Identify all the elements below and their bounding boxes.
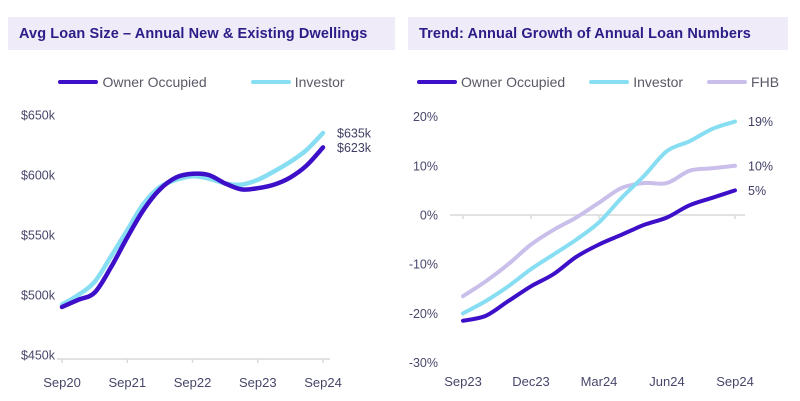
right-chart-end-label-investor: 19% — [748, 115, 773, 129]
right-chart-legend-label: Investor — [633, 74, 684, 90]
right-chart-y-tick-label: 0% — [420, 209, 438, 223]
right-chart-legend-item-investor: Investor — [589, 74, 683, 90]
right-chart-legend-swatch-investor — [589, 79, 630, 85]
right-chart-legend-label: Owner Occupied — [460, 74, 566, 90]
left-chart-legend-item-owner-occupied: Owner Occupied — [58, 74, 207, 90]
left-chart-x-tick-label: Sep24 — [304, 375, 342, 390]
right-chart-x-tick-label: Sep23 — [444, 374, 482, 389]
right-chart-y-tick-label: 10% — [413, 159, 438, 173]
right-chart-series-line-owner-occupied — [461, 188, 737, 323]
left-chart-legend-label: Owner Occupied — [102, 74, 207, 90]
left-chart-legend-swatch-owner-occupied — [58, 79, 99, 85]
left-chart-x-tick-label: Sep21 — [108, 375, 146, 390]
left-chart-title: Avg Loan Size – Annual New & Existing Dw… — [8, 17, 395, 50]
left-chart-x-tick-label: Sep20 — [43, 375, 81, 390]
left-chart-y-tick-label: $650k — [21, 109, 56, 123]
right-chart-legend-item-owner-occupied: Owner Occupied — [416, 74, 566, 90]
left-chart-series-line-owner-occupied — [59, 145, 326, 310]
left-chart-y-tick-label: $500k — [21, 289, 56, 303]
left-chart-series-line-investor — [59, 130, 326, 307]
left-chart-x-tick-label: Sep23 — [239, 375, 277, 390]
left-chart-x-tick-label: Sep22 — [174, 375, 212, 390]
right-chart-legend-item-fhb: FHB — [707, 74, 779, 90]
right-chart-legend-label: FHB — [751, 74, 780, 90]
left-chart-legend-item-investor: Investor — [250, 74, 345, 90]
right-chart-end-label-fhb: 10% — [748, 159, 773, 173]
right-chart-series-line-fhb — [461, 163, 737, 299]
right-chart-series-line-investor — [461, 119, 737, 316]
right-chart-title-text: Trend: Annual Growth of Annual Loan Numb… — [419, 25, 751, 42]
right-chart-x-tick-label: Mar24 — [581, 374, 618, 389]
right-chart-y-tick-label: -30% — [409, 356, 438, 370]
left-chart-y-tick-label: $600k — [21, 169, 56, 183]
left-chart-y-tick-label: $550k — [21, 229, 56, 243]
left-chart-legend-label: Investor — [294, 74, 345, 90]
right-chart-legend-swatch-fhb — [707, 79, 748, 85]
right-chart-y-tick-label: 20% — [413, 110, 438, 124]
right-chart-x-tick-label: Sep24 — [716, 374, 754, 389]
left-chart-end-label-owner-occupied: $623k — [337, 141, 372, 155]
left-chart-end-label-investor: $635k — [337, 127, 372, 141]
left-chart-y-tick-label: $450k — [21, 349, 56, 363]
right-chart-title: Trend: Annual Growth of Annual Loan Numb… — [408, 17, 788, 50]
right-chart-y-tick-label: -20% — [409, 307, 438, 321]
left-chart-title-text: Avg Loan Size – Annual New & Existing Dw… — [19, 25, 368, 42]
left-chart-legend-swatch-investor — [250, 79, 291, 85]
right-chart-plot: 20% 10% 0% -10% -20% -30% Sep23 Dec23 Mar24 Jun24… — [409, 110, 773, 389]
right-chart-x-tick-label: Dec23 — [512, 374, 550, 389]
right-chart-end-label-owner-occupied: 5% — [748, 184, 766, 198]
right-chart-legend: Owner Occupied Investor FHB — [408, 72, 788, 92]
right-chart-x-tick-label: Jun24 — [649, 374, 684, 389]
right-chart-y-tick-label: -10% — [409, 258, 438, 272]
right-chart-legend-swatch-owner-occupied — [416, 79, 457, 85]
left-chart-plot: $650k $600k $550k $500k $450k Sep20 Sep21 Sep22… — [21, 109, 372, 391]
left-chart-legend: Owner Occupied Investor — [8, 72, 395, 92]
